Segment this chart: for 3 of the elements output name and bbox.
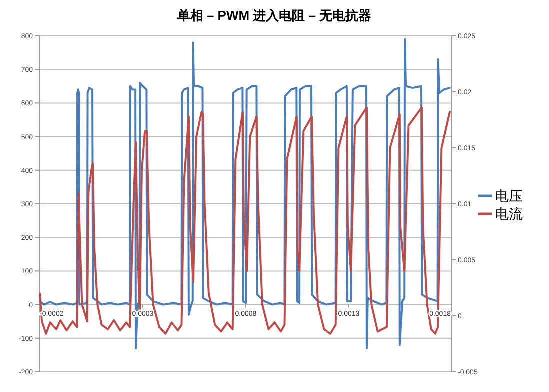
legend-label: 电流 [495,206,523,222]
title: 单相 – PWM 进入电阻 – 无电抗器 [177,8,372,23]
legend-label: 电压 [495,188,523,204]
